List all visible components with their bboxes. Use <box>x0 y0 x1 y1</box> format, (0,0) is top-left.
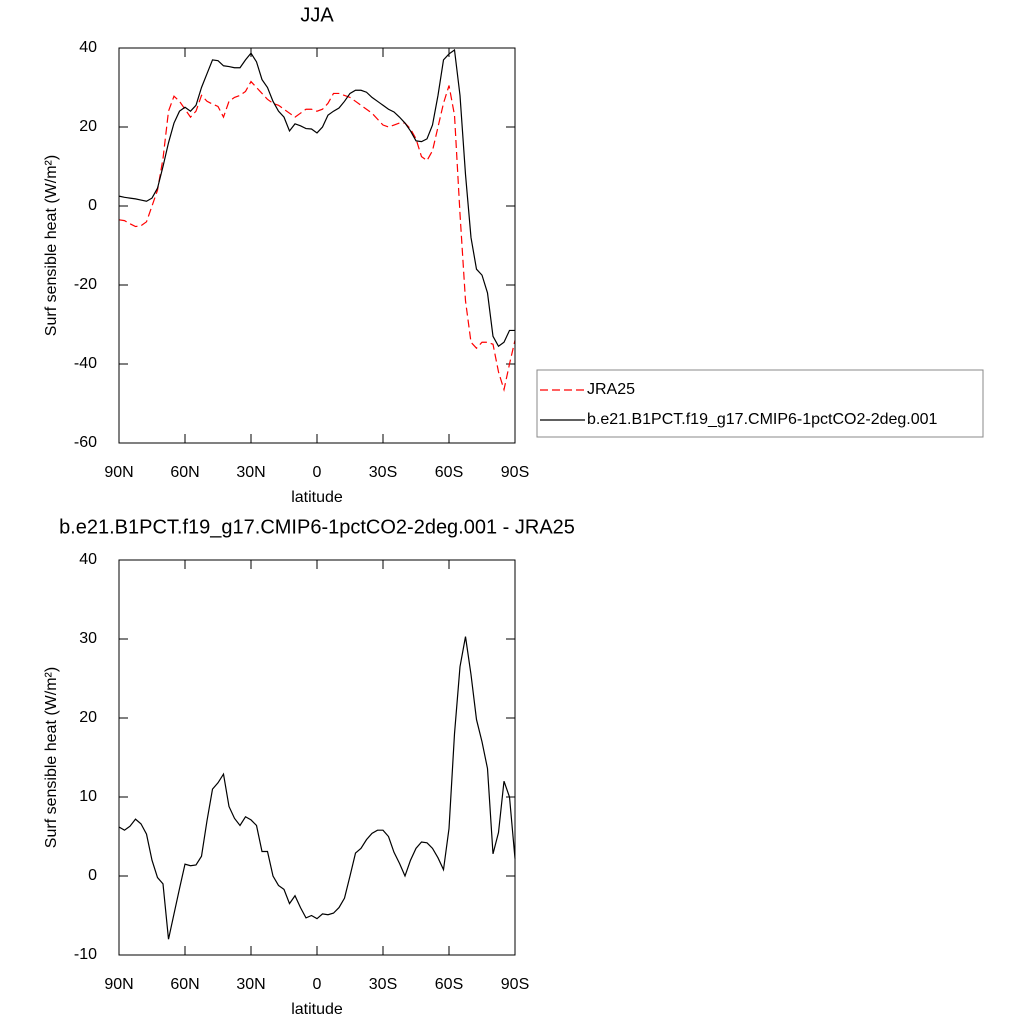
y-tick-label: 40 <box>79 39 97 56</box>
x-tick-label: 60N <box>170 464 199 481</box>
y-tick-label: 30 <box>79 630 97 647</box>
x-tick-label: 90S <box>501 976 529 993</box>
data-line <box>118 636 516 940</box>
x-tick-label: 0 <box>313 976 322 993</box>
x-axis-label: latitude <box>291 489 343 506</box>
plot-frame <box>118 47 516 444</box>
plot-frame <box>118 559 516 956</box>
y-axis-label: Surf sensible heat (W/m²) <box>43 155 60 336</box>
legend-label: JRA25 <box>587 381 635 398</box>
x-tick-label: 60S <box>435 976 463 993</box>
x-tick-label: 30S <box>369 976 397 993</box>
y-tick-label: -40 <box>74 355 97 372</box>
y-tick-label: -10 <box>74 946 97 963</box>
x-tick-label: 30N <box>236 976 265 993</box>
x-tick-label: 30S <box>369 464 397 481</box>
y-tick-label: 10 <box>79 788 97 805</box>
x-tick-label: 0 <box>313 464 322 481</box>
x-tick-label: 90N <box>104 464 133 481</box>
y-tick-label: 0 <box>88 197 97 214</box>
x-axis-label: latitude <box>291 1001 343 1018</box>
legend-label: b.e21.B1PCT.f19_g17.CMIP6-1pctCO2-2deg.0… <box>587 411 938 428</box>
chart-title: JJA <box>300 4 334 26</box>
y-tick-label: 0 <box>88 867 97 884</box>
chart-title: b.e21.B1PCT.f19_g17.CMIP6-1pctCO2-2deg.0… <box>59 516 575 538</box>
y-axis-label: Surf sensible heat (W/m²) <box>43 667 60 848</box>
y-tick-label: 20 <box>79 709 97 726</box>
data-line <box>118 48 515 348</box>
x-tick-label: 90N <box>104 976 133 993</box>
x-tick-label: 30N <box>236 464 265 481</box>
x-tick-label: 60N <box>170 976 199 993</box>
x-tick-label: 90S <box>501 464 529 481</box>
y-tick-label: 20 <box>79 118 97 135</box>
x-tick-label: 60S <box>435 464 463 481</box>
y-tick-label: -20 <box>74 276 97 293</box>
legend-box <box>536 369 984 438</box>
data-line <box>118 80 516 393</box>
y-tick-label: 40 <box>79 551 97 568</box>
y-tick-label: -60 <box>74 434 97 451</box>
